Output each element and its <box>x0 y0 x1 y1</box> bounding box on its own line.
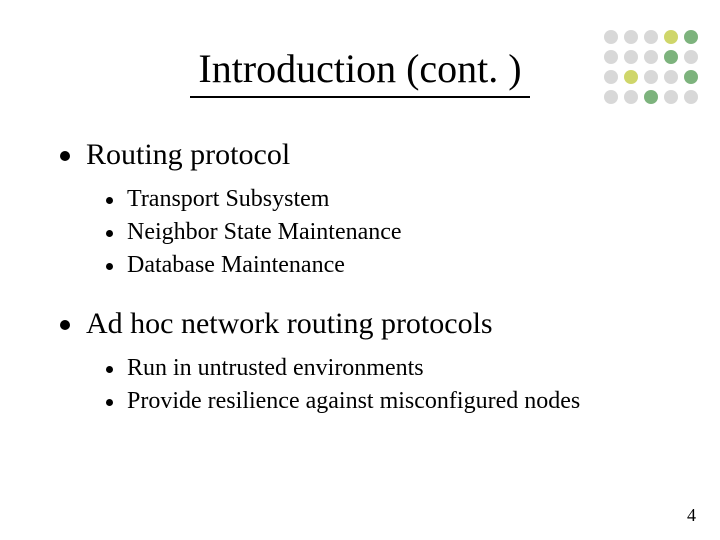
title-wrap: Introduction (cont. ) <box>50 30 670 98</box>
bullet-l2-icon <box>106 230 113 237</box>
decor-dot-icon <box>624 30 638 44</box>
section-heading: Routing protocol <box>60 138 670 172</box>
bullet-l2-icon <box>106 366 113 373</box>
list-item-text: Transport Subsystem <box>127 186 329 213</box>
decor-dot-icon <box>644 30 658 44</box>
decor-dot-icon <box>664 30 678 44</box>
slide-title: Introduction (cont. ) <box>198 45 521 92</box>
section-heading-text: Ad hoc network routing protocols <box>86 307 493 341</box>
page-number: 4 <box>687 505 696 526</box>
decor-dot-icon <box>604 70 618 84</box>
content: Routing protocol Transport Subsystem Nei… <box>50 138 670 415</box>
slide: Introduction (cont. ) Routing protocol T… <box>0 0 720 540</box>
decor-dot-icon <box>664 70 678 84</box>
decor-dot-icon <box>644 70 658 84</box>
list-item: Neighbor State Maintenance <box>106 219 670 246</box>
decor-dot-icon <box>644 90 658 104</box>
list-item-text: Provide resilience against misconfigured… <box>127 388 580 415</box>
decor-dot-icon <box>684 70 698 84</box>
decor-dot-icon <box>684 90 698 104</box>
decor-dot-icon <box>664 50 678 64</box>
title-underline <box>190 96 530 98</box>
section-items: Run in untrusted environments Provide re… <box>60 355 670 415</box>
list-item-text: Database Maintenance <box>127 252 345 279</box>
corner-dots-decor <box>604 30 700 106</box>
section-heading: Ad hoc network routing protocols <box>60 307 670 341</box>
decor-dot-icon <box>604 50 618 64</box>
decor-dot-icon <box>624 70 638 84</box>
decor-dot-icon <box>624 50 638 64</box>
bullet-l2-icon <box>106 263 113 270</box>
decor-dot-icon <box>664 90 678 104</box>
list-item-text: Neighbor State Maintenance <box>127 219 402 246</box>
list-item: Transport Subsystem <box>106 186 670 213</box>
decor-dot-icon <box>604 30 618 44</box>
section-items: Transport Subsystem Neighbor State Maint… <box>60 186 670 279</box>
decor-dot-icon <box>604 90 618 104</box>
section-heading-text: Routing protocol <box>86 138 290 172</box>
bullet-l2-icon <box>106 197 113 204</box>
list-item: Provide resilience against misconfigured… <box>106 388 670 415</box>
decor-dot-icon <box>684 50 698 64</box>
decor-dot-icon <box>624 90 638 104</box>
bullet-l2-icon <box>106 399 113 406</box>
bullet-l1-icon <box>60 320 70 330</box>
list-item-text: Run in untrusted environments <box>127 355 424 382</box>
list-item: Run in untrusted environments <box>106 355 670 382</box>
list-item: Database Maintenance <box>106 252 670 279</box>
decor-dot-icon <box>644 50 658 64</box>
decor-dot-icon <box>684 30 698 44</box>
bullet-l1-icon <box>60 151 70 161</box>
